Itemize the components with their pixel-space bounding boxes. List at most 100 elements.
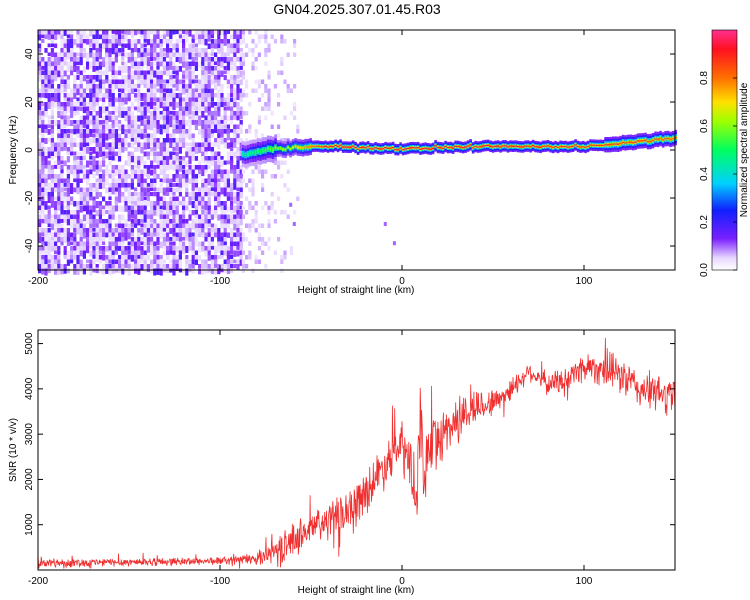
spectrogram-noise-cell [169,165,173,170]
spectrogram-noise-cell [223,111,227,118]
spectrogram-noise-cell [57,268,61,275]
spectrogram-noise-cell [185,30,189,35]
spectrogram-noise-cell [261,241,265,246]
spectrogram-noise-cell [226,178,230,184]
spectrogram-noise-cell [60,174,64,180]
spectrogram-noise-cell [50,223,54,231]
spectrogram-noise-cell [230,43,234,50]
spectrogram-noise-cell [261,133,265,138]
spectrogram-noise-cell [198,48,202,54]
spectrogram-ridge-cell [286,146,290,149]
spectrogram-noise-cell [70,88,74,95]
spectrogram-noise-cell [175,93,179,99]
spectrogram-noise-cell [57,259,61,265]
spectrogram-noise-cell [54,70,58,77]
spectrogram-noise-cell [54,142,58,149]
spectrogram-noise-cell [140,147,144,154]
spectrogram-noise-cells [38,30,300,276]
spectrogram-noise-cell [230,169,234,174]
spectrogram-ridge-cell [371,148,375,150]
spectrogram-noise-cell [41,102,45,107]
spectrogram-noise-cell [241,111,245,116]
spectrogram-noise-cell [296,124,300,129]
spectrogram-noise-cell [38,246,42,252]
spectrogram-noise-cell [207,268,211,273]
spectrogram-noise-cell [89,88,93,95]
spectrogram-noise-cell [223,183,227,188]
spectrogram-noise-cell [108,259,112,264]
spectrogram-noise-cell [172,129,176,134]
spectrogram-noise-cell [273,210,277,215]
spectrogram-noise-cell [102,232,106,238]
spectrogram-noise-cell [130,169,134,175]
spectrogram-noise-cell [102,93,106,99]
spectrogram-noise-cell [102,133,106,139]
spectrogram-noise-cell [233,124,237,131]
spectrogram-noise-cell [172,79,176,87]
spectrogram-noise-cell [95,111,99,116]
spectrogram-noise-cell [102,97,106,103]
spectrogram-noise-cell [137,165,141,170]
spectrogram-noise-cell [76,201,80,207]
spectrogram-noise-cell [159,205,163,210]
spectrogram-noise-cell [194,61,198,67]
spectrogram-ridge-cell [306,146,310,149]
spectrogram-noise-cell [175,187,179,193]
spectrogram-noise-cell [201,205,205,210]
spectrogram-noise-cell [63,30,67,36]
spectrogram-noise-cell [236,106,240,111]
spectrogram-noise-cell [63,106,67,114]
spectrogram-noise-cell [140,133,144,140]
spectrogram-noise-cell [143,102,147,106]
spectrogram-noise-cell [166,250,170,258]
spectrogram-noise-cell [156,156,160,163]
spectrogram-noise-cell [178,237,182,243]
spectrogram-noise-cell [210,151,214,158]
spectrogram-noise-cell [204,250,208,257]
spectrogram-ridge-cell [511,145,515,147]
spectrogram-noise-cell [38,30,42,36]
spectrogram-noise-cell [127,241,131,246]
spectrogram-noise-cell [121,52,125,57]
spectrogram-noise-cell [66,219,70,226]
spectrogram-noise-cell [220,124,224,132]
spectrogram-noise-cell [172,255,176,260]
spectrogram-noise-cell [220,210,224,216]
spectrogram-noise-cell [92,52,96,59]
spectrogram-noise-cell [38,255,42,260]
spectrogram-noise-cell [38,138,42,144]
spectrogram-noise-cell [194,250,198,256]
spectrogram-noise-cell [226,97,230,105]
spectrogram-noise-cell [57,255,61,261]
spectrogram-noise-cell [146,196,150,202]
spectrogram-noise-cell [210,39,214,45]
spectrogram-noise-cell [105,223,109,229]
spectrogram-noise-cell [201,156,205,163]
spectrogram-noise-cell [204,237,208,242]
spectrogram-noise-cell [175,178,179,185]
spectrogram-noise-cell [92,214,96,222]
spectrogram-noise-cell [172,133,176,139]
spectrogram-noise-cell [73,268,77,275]
spectrogram-noise-cell [140,160,144,165]
spectrogram-noise-cell [102,138,106,145]
spectrogram-noise-cell [146,106,150,114]
spectrogram-noise-cell [66,232,70,238]
spectrogram-noise-cell [143,84,147,88]
spectrogram-noise-cell [95,84,99,90]
spectrogram-noise-cell [217,75,221,82]
spectrogram-noise-cell [98,52,102,60]
spectrogram-ridge-cell [414,147,417,149]
spectrogram-noise-cell [204,246,208,251]
spectrogram-noise-cell [127,111,131,116]
spectrogram-noise-cell [98,174,102,179]
spectrogram-noise-cell [111,120,115,126]
spectrogram-noise-cell [207,165,211,169]
spectrogram-noise-cell [185,192,189,197]
spectrogram-noise-cell [261,34,265,39]
spectrogram-noise-cell [245,84,249,89]
spectrogram-noise-cell [233,30,237,36]
spectrogram-noise-cell [162,57,166,63]
spectrogram-noise-cell [178,228,182,234]
spectrogram-noise-cell [153,232,157,237]
